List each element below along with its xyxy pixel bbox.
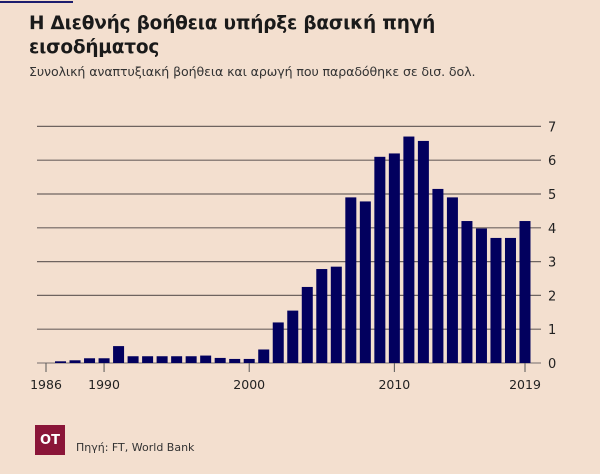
y-tick-label: 5 — [548, 188, 556, 203]
y-axis-labels: 0 1 2 3 4 5 6 7 — [548, 120, 556, 372]
accent-line — [0, 1, 73, 3]
bar-2013 — [432, 188, 444, 363]
bar-2017 — [490, 237, 502, 363]
bar-2012 — [417, 140, 429, 363]
bar-2010 — [388, 153, 400, 363]
bar-2019 — [519, 221, 531, 363]
source-note: Πηγή: FT, World Bank — [76, 441, 195, 454]
bar-2002 — [272, 322, 284, 363]
y-tick-label: 1 — [548, 323, 556, 338]
y-tick-label: 3 — [548, 256, 556, 271]
y-tick-label: 2 — [548, 289, 556, 304]
bar-1990 — [98, 358, 110, 363]
chart-subtitle: Συνολική αναπτυξιακή βοήθεια και αρωγή π… — [29, 64, 476, 79]
bar-2001 — [258, 349, 270, 363]
bar-2005 — [316, 269, 328, 363]
bar-1997 — [200, 355, 212, 363]
bar-2011 — [403, 136, 415, 363]
bar-1988 — [69, 360, 81, 363]
chart-title: Η Διεθνής βοήθεια υπήρξε βασική πηγή εισ… — [29, 13, 436, 58]
bar-1992 — [127, 356, 139, 363]
bar-1996 — [185, 356, 197, 363]
bar-1998 — [214, 357, 226, 363]
y-tick-label: 7 — [548, 120, 556, 135]
x-tick-label: 2010 — [378, 377, 410, 392]
y-tick-label: 0 — [548, 357, 556, 372]
bar-2015 — [461, 221, 473, 363]
bar-2007 — [345, 197, 357, 363]
bar-2003 — [287, 310, 299, 363]
bar-1993 — [142, 356, 154, 363]
bar-2000 — [243, 358, 255, 363]
bar-1991 — [113, 346, 125, 363]
bar-2008 — [359, 201, 371, 363]
bar-1994 — [156, 356, 168, 363]
bar-1995 — [171, 356, 183, 363]
bar-2016 — [475, 228, 487, 363]
bars — [55, 136, 531, 363]
bar-1989 — [84, 358, 96, 363]
x-tick-label: 1986 — [30, 377, 62, 392]
logo-text: OT — [40, 432, 60, 448]
bar-2014 — [446, 197, 458, 363]
x-tick-label: 1990 — [88, 377, 120, 392]
y-tick-label: 4 — [548, 222, 556, 237]
y-tick-label: 6 — [548, 154, 556, 169]
bar-2004 — [301, 286, 313, 363]
bar-2009 — [374, 156, 386, 363]
bar-1999 — [229, 358, 241, 363]
x-tick-label: 2000 — [233, 377, 265, 392]
ot-logo: OT — [35, 425, 65, 455]
x-axis: 1986 1990 2000 2010 2019 — [30, 363, 541, 392]
bar-2018 — [504, 237, 516, 363]
bar-2006 — [330, 266, 342, 363]
bar-1987 — [55, 361, 67, 363]
x-tick-label: 2019 — [509, 377, 541, 392]
